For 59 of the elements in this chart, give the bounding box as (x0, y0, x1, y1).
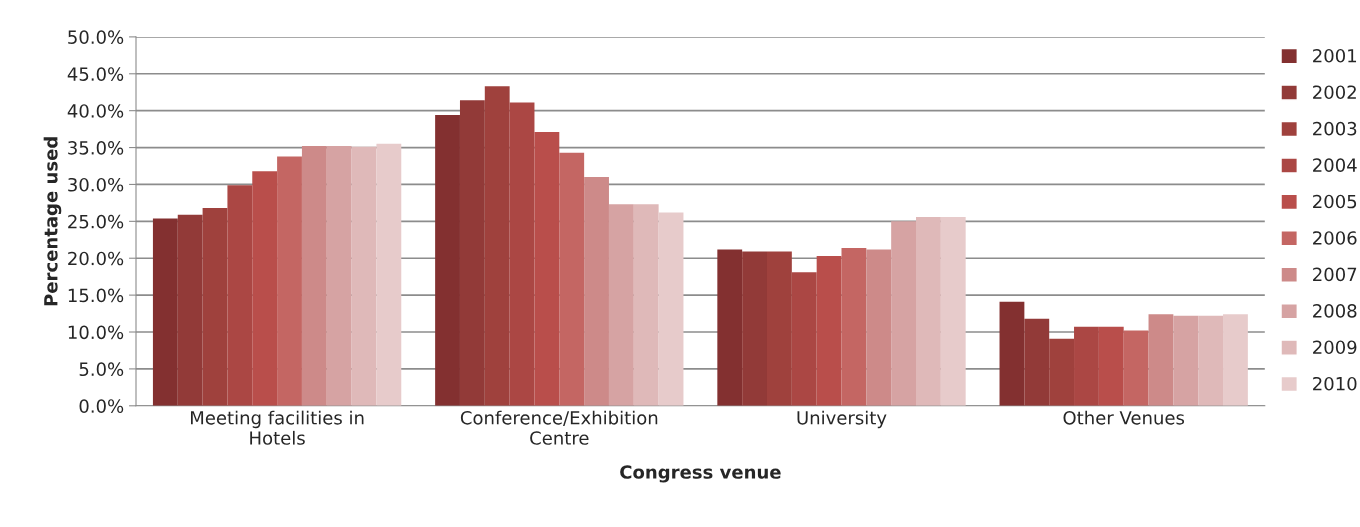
x-tick-label: Meeting facilities in Hotels (191, 410, 364, 445)
y-tick-label: 30.0% (68, 177, 124, 192)
bar (1173, 315, 1199, 406)
bar (841, 247, 867, 406)
y-tick-label: 0.0% (79, 399, 124, 413)
bar (252, 171, 278, 406)
y-tick-label: 25.0% (68, 214, 124, 229)
bar (608, 204, 634, 406)
bar (177, 214, 203, 406)
bar (559, 152, 585, 406)
bar (326, 146, 352, 406)
bar (916, 216, 941, 406)
bar (1024, 318, 1050, 406)
y-tick-label: 15.0% (68, 288, 124, 303)
bar (1123, 330, 1149, 406)
bar (742, 251, 767, 406)
x-tick-label: Conference/Exhibition Centre (460, 410, 658, 445)
bar (1223, 314, 1248, 406)
bar (891, 221, 916, 406)
bar (435, 115, 460, 406)
y-tick-label: 20.0% (68, 251, 124, 266)
legend-label: 2004 (1313, 158, 1357, 172)
legend-label: 2005 (1313, 194, 1357, 209)
y-tick-label: 50.0% (68, 30, 124, 45)
bar (816, 256, 842, 406)
bar (633, 204, 659, 406)
bar (658, 212, 684, 406)
bar (584, 177, 609, 406)
legend-label: 2002 (1313, 85, 1356, 100)
legend-label: 2009 (1313, 340, 1357, 355)
bar (277, 156, 302, 406)
x-axis-title: Congress venue (620, 465, 781, 483)
bar (459, 100, 485, 406)
bar (866, 249, 892, 406)
x-tick-label: Other Venues (1063, 410, 1185, 425)
bar (940, 216, 966, 406)
bar (1198, 315, 1224, 406)
bar (351, 146, 377, 406)
bar (376, 143, 402, 406)
bar (152, 218, 178, 406)
legend-label: 2007 (1313, 267, 1357, 282)
bar (1098, 326, 1124, 406)
y-axis-title: Percentage used (43, 137, 62, 306)
legend-label: 2003 (1313, 121, 1357, 136)
legend-label: 2008 (1313, 304, 1357, 318)
y-tick-label: 5.0% (79, 362, 124, 377)
legend-label: 2006 (1313, 231, 1357, 245)
bar (534, 132, 560, 406)
bar (717, 249, 743, 406)
legend-label: 2001 (1313, 48, 1357, 63)
y-tick-label: 45.0% (67, 67, 124, 81)
bar (301, 146, 327, 406)
legend-label: 2010 (1313, 376, 1357, 391)
bar (1148, 314, 1174, 406)
bar (999, 301, 1025, 406)
y-tick-label: 35.0% (68, 141, 124, 155)
x-tick-label: University (797, 410, 887, 429)
y-tick-label: 40.0% (67, 104, 124, 118)
y-tick-label: 10.0% (68, 325, 124, 340)
